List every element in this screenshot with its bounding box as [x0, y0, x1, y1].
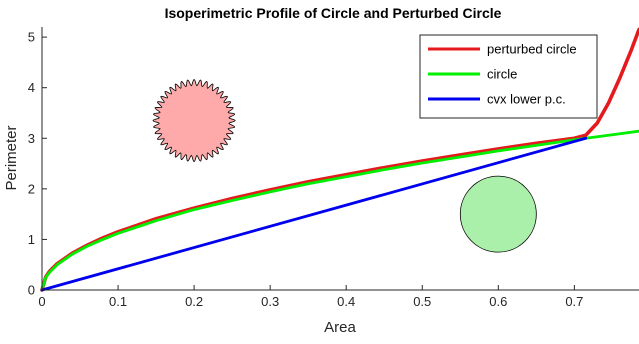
perturbed-circle-shape: [152, 78, 236, 163]
x-tick-label: 0.1: [109, 294, 127, 309]
y-tick-label: 0: [28, 283, 35, 298]
circle-shape: [459, 175, 537, 253]
y-tick-label: 5: [28, 30, 35, 45]
x-ticks: 0 0.1 0.2 0.3 0.4 0.5 0.6 0.7: [38, 285, 583, 309]
y-tick-label: 1: [28, 232, 35, 247]
legend-label: cvx lower p.c.: [487, 92, 566, 107]
y-tick-label: 4: [28, 80, 35, 95]
x-axis-label: Area: [324, 319, 356, 336]
y-tick-label: 2: [28, 181, 35, 196]
series-line-2: [40, 136, 588, 292]
x-tick-label: 0: [38, 294, 45, 309]
y-axis-label: Perimeter: [3, 125, 20, 190]
axes: [41, 27, 639, 291]
legend-label: perturbed circle: [487, 42, 577, 57]
shape-insets: [152, 78, 537, 253]
x-tick-label: 0.4: [337, 294, 355, 309]
series-line-1: [40, 129, 639, 292]
x-tick-label: 0.5: [413, 294, 431, 309]
x-tick-label: 0.7: [565, 294, 583, 309]
x-tick-label: 0.3: [261, 294, 279, 309]
y-ticks: 0 1 2 3 4 5: [28, 30, 47, 298]
legend: perturbed circle circle cvx lower p.c.: [419, 34, 598, 119]
y-tick-label: 3: [28, 131, 35, 146]
chart-title: Isoperimetric Profile of Circle and Pert…: [165, 5, 502, 21]
x-tick-label: 0.6: [489, 294, 507, 309]
series-layer: [40, 27, 639, 292]
legend-label: circle: [487, 67, 517, 82]
x-tick-label: 0.2: [185, 294, 203, 309]
